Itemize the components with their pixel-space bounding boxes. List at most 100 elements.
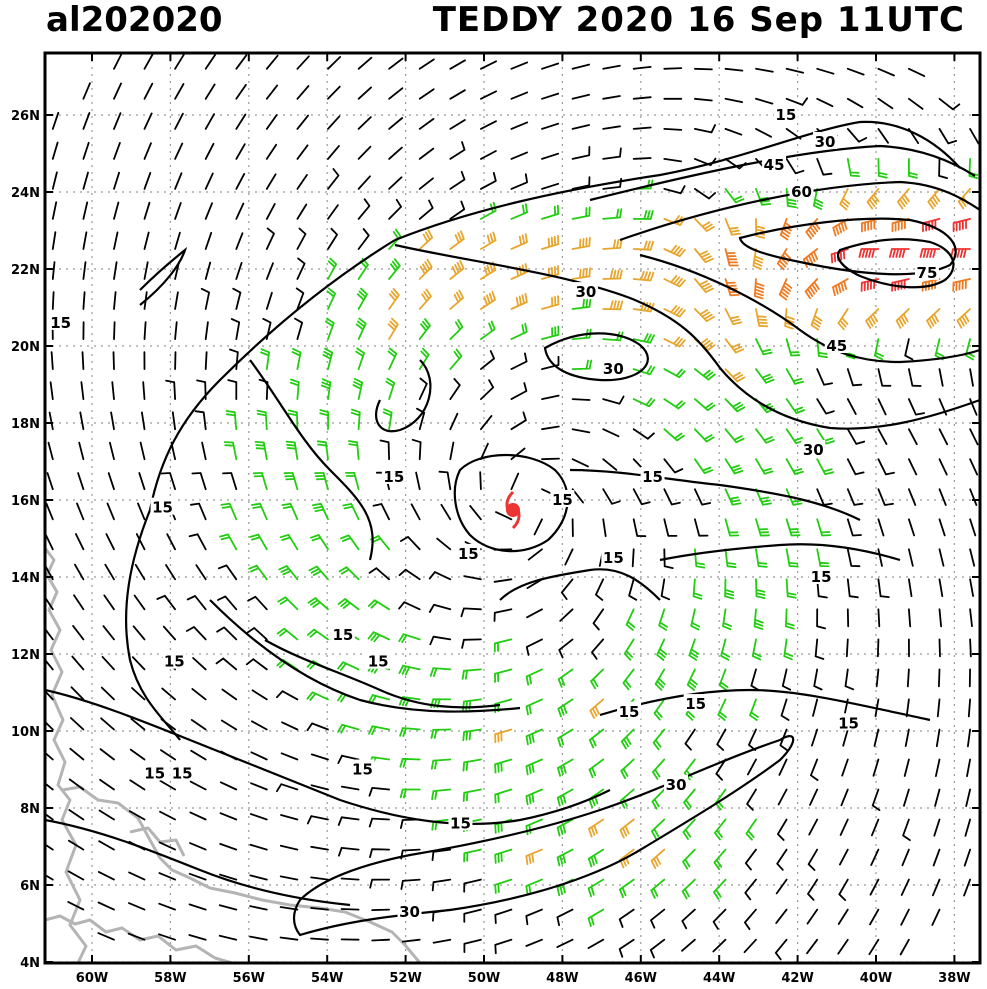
wind-barb: [694, 188, 716, 200]
wind-barb: [871, 818, 880, 837]
wind-barb: [221, 688, 238, 701]
wind-barb: [840, 788, 849, 807]
contour-label: 30: [815, 133, 836, 151]
wind-barb: [398, 568, 421, 581]
wind-barb: [134, 563, 146, 581]
lat-tick-label: 14N: [11, 571, 40, 586]
wind-barb: [398, 696, 421, 707]
wind-barb: [656, 638, 668, 661]
wind-barb: [724, 488, 742, 506]
wind-barb: [327, 56, 342, 70]
wind-barb: [249, 935, 268, 941]
wind-barb: [908, 518, 915, 537]
wind-barb: [142, 381, 146, 400]
wind-barb: [938, 638, 941, 658]
wind-barb: [650, 878, 666, 899]
wind-barb: [432, 938, 452, 944]
wind-barb: [254, 441, 268, 461]
wind-barb: [143, 201, 151, 220]
wind-barb: [908, 578, 913, 597]
wind-barb: [746, 788, 757, 811]
lat-tick-label: 20N: [11, 340, 40, 355]
wind-barb: [127, 932, 146, 941]
wind-barb: [158, 841, 176, 851]
wind-barb: [48, 411, 54, 431]
wind-barb: [663, 488, 681, 506]
wind-barb: [846, 158, 861, 177]
wind-barb: [556, 908, 574, 927]
wind-barb: [130, 717, 146, 731]
wind-barb: [165, 564, 176, 581]
wind-barb: [936, 698, 941, 718]
wind-barb: [438, 470, 452, 491]
wind-barb: [160, 472, 176, 491]
lon-tick-label: 56W: [233, 971, 265, 986]
wind-barb: [805, 218, 821, 240]
wind-barb: [681, 878, 696, 900]
wind-barb: [724, 338, 745, 354]
wind-barb: [249, 843, 268, 851]
contour-label-bg: [617, 701, 642, 719]
wind-barb: [755, 67, 774, 73]
wind-barb: [714, 818, 727, 841]
wind-barb: [368, 817, 390, 828]
wind-barb: [306, 722, 329, 732]
wind-barb: [632, 333, 655, 344]
wind-barb: [625, 608, 636, 631]
wind-barb: [755, 128, 772, 138]
wind-barb: [832, 218, 849, 237]
wind-barb: [510, 233, 528, 250]
wind-barb: [265, 203, 276, 220]
wind-barb: [935, 758, 941, 777]
contour-label: 15: [458, 545, 479, 563]
wind-barb: [510, 121, 529, 130]
wind-barb: [102, 625, 115, 641]
wind-barb: [45, 720, 54, 731]
wind-barb: [838, 878, 849, 901]
wind-barb: [811, 728, 819, 747]
wind-barb: [861, 218, 880, 233]
wind-barb: [724, 128, 743, 136]
wind-barb: [846, 548, 861, 568]
wind-barb: [415, 471, 421, 491]
wind-barb: [449, 141, 466, 160]
contour-label: 60: [791, 183, 812, 201]
wind-barb: [571, 63, 590, 70]
wind-barb: [356, 287, 368, 310]
wind-barb: [494, 758, 513, 774]
wind-barb: [865, 308, 880, 329]
wind-barb: [51, 261, 56, 280]
wind-barb: [904, 728, 910, 747]
wind-barb: [296, 114, 309, 130]
wind-barb: [449, 289, 464, 310]
wind-barb: [895, 308, 910, 329]
wind-barb: [382, 408, 393, 431]
wind-barb: [650, 908, 666, 929]
wind-barb: [904, 338, 914, 361]
wind-barb: [541, 152, 560, 160]
wind-barb: [219, 843, 238, 851]
wind-barb: [388, 258, 401, 280]
wind-barb: [159, 780, 176, 791]
wind-barb: [510, 151, 528, 160]
contour-label: 15: [172, 764, 193, 782]
lat-tick-label: 8N: [20, 802, 40, 817]
wind-barb: [143, 261, 149, 280]
wind-barb: [235, 202, 245, 220]
wind-barb: [400, 536, 421, 551]
wind-barb: [651, 788, 666, 810]
lon-tick-label: 38W: [938, 971, 970, 986]
wind-barb: [314, 472, 329, 491]
wind-barb: [889, 248, 910, 258]
contour-label-bg: [809, 567, 834, 584]
wind-barb: [718, 668, 729, 691]
wind-barb: [967, 698, 971, 718]
wind-barb: [602, 95, 621, 100]
wind-barb: [541, 62, 560, 70]
wind-barb: [785, 398, 805, 414]
wind-barb: [891, 218, 910, 233]
wind-barb: [449, 200, 466, 220]
wind-barb: [340, 534, 360, 551]
wind-barb: [388, 288, 400, 310]
wind-barb: [785, 158, 805, 175]
